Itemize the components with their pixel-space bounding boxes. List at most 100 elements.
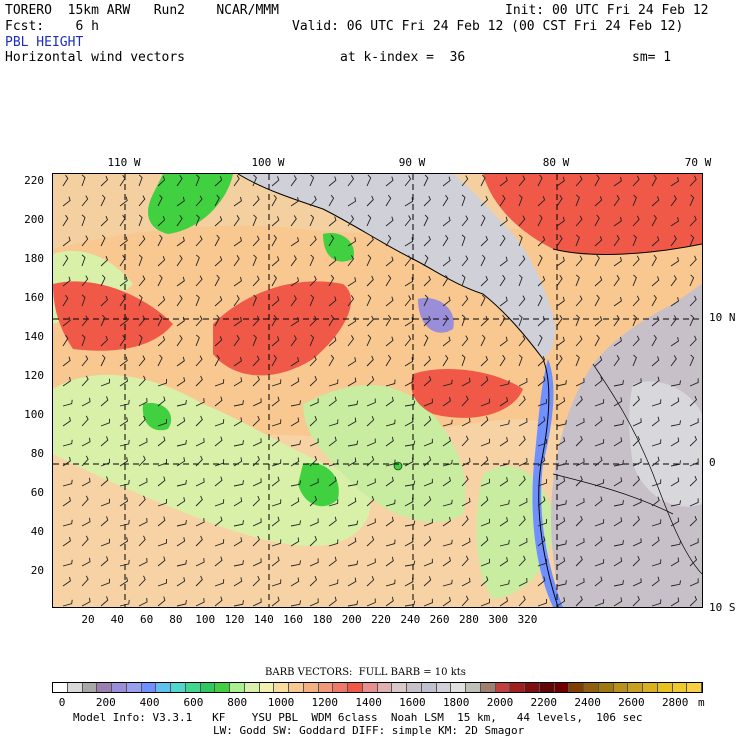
x-tick-label: 320: [512, 614, 544, 626]
colorbar-swatch: [156, 683, 171, 692]
barb-vector-note: BARB VECTORS: FULL BARB = 10 kts: [265, 667, 466, 679]
x-tick-label: 160: [277, 614, 309, 626]
y-tick-label: 80: [16, 448, 44, 460]
colorbar-swatch: [171, 683, 186, 692]
x-tick-label: 80: [160, 614, 192, 626]
y-tick-label: 140: [16, 331, 44, 343]
x-tick-label: 60: [131, 614, 163, 626]
colorbar-tick-label: 1800: [436, 697, 476, 709]
lon-label: 80 W: [534, 157, 578, 169]
colorbar-swatch: [333, 683, 348, 692]
colorbar-tick-label: 0: [42, 697, 82, 709]
colorbar-tick-label: 2000: [480, 697, 520, 709]
x-tick-label: 240: [394, 614, 426, 626]
lon-label: 110 W: [102, 157, 146, 169]
colorbar-swatch: [614, 683, 629, 692]
colorbar-swatch: [201, 683, 216, 692]
colorbar-swatch: [599, 683, 614, 692]
colorbar-swatch: [319, 683, 334, 692]
y-tick-label: 100: [16, 409, 44, 421]
colorbar-tick-label: 1200: [305, 697, 345, 709]
colorbar-swatch: [127, 683, 142, 692]
y-tick-label: 20: [16, 565, 44, 577]
field-name: PBL HEIGHT: [5, 36, 83, 50]
colorbar-tick-label: 1400: [349, 697, 389, 709]
colorbar-swatch: [274, 683, 289, 692]
physics-info: LW: Godd SW: Goddard DIFF: simple KM: 2D…: [213, 725, 524, 737]
colorbar: [52, 682, 703, 693]
colorbar-swatch: [245, 683, 260, 692]
colorbar-swatch: [142, 683, 157, 692]
colorbar-tick-label: 200: [86, 697, 126, 709]
lat-label: 10 N: [709, 312, 736, 324]
y-tick-label: 220: [16, 175, 44, 187]
y-tick-label: 160: [16, 292, 44, 304]
colorbar-swatch: [628, 683, 643, 692]
colorbar-swatch: [348, 683, 363, 692]
x-tick-label: 100: [189, 614, 221, 626]
k-index-label: at k-index = 36: [340, 51, 465, 65]
y-tick-label: 200: [16, 214, 44, 226]
colorbar-swatch: [673, 683, 688, 692]
colorbar-tick-label: 400: [130, 697, 170, 709]
colorbar-swatch: [97, 683, 112, 692]
colorbar-tick-label: 2200: [524, 697, 564, 709]
forecast-hour: Fcst: 6 h: [5, 20, 99, 34]
lon-label: 100 W: [246, 157, 290, 169]
colorbar-swatch: [466, 683, 481, 692]
colorbar-swatch: [215, 683, 230, 692]
colorbar-swatch: [540, 683, 555, 692]
vector-description: Horizontal wind vectors: [5, 51, 185, 65]
colorbar-swatch: [112, 683, 127, 692]
colorbar-swatch: [687, 683, 702, 692]
lat-label: 0: [709, 457, 716, 469]
colorbar-tick-label: 1600: [392, 697, 432, 709]
x-tick-label: 180: [306, 614, 338, 626]
colorbar-swatch: [658, 683, 673, 692]
model-info: Model Info: V3.3.1 KF YSU PBL WDM 6class…: [73, 712, 643, 724]
colorbar-swatch: [555, 683, 570, 692]
colorbar-swatch: [525, 683, 540, 692]
x-tick-label: 280: [453, 614, 485, 626]
colorbar-swatch: [569, 683, 584, 692]
y-tick-label: 40: [16, 526, 44, 538]
colorbar-swatch: [378, 683, 393, 692]
colorbar-tick-label: 800: [217, 697, 257, 709]
x-tick-label: 20: [72, 614, 104, 626]
colorbar-tick-label: 2800: [655, 697, 695, 709]
y-tick-label: 180: [16, 253, 44, 265]
colorbar-swatch: [83, 683, 98, 692]
colorbar-swatch: [186, 683, 201, 692]
colorbar-swatch: [422, 683, 437, 692]
pbl-height-map: [52, 173, 703, 608]
colorbar-swatch: [392, 683, 407, 692]
colorbar-swatch: [304, 683, 319, 692]
y-tick-label: 60: [16, 487, 44, 499]
colorbar-swatch: [510, 683, 525, 692]
x-tick-label: 260: [424, 614, 456, 626]
smoothing-label: sm= 1: [632, 51, 671, 65]
colorbar-tick-label: 600: [173, 697, 213, 709]
lon-label: 70 W: [676, 157, 720, 169]
colorbar-tick-label: 2600: [611, 697, 651, 709]
colorbar-swatch: [289, 683, 304, 692]
lat-label: 10 S: [709, 602, 736, 614]
colorbar-swatch: [407, 683, 422, 692]
colorbar-tick-label: 2400: [568, 697, 608, 709]
colorbar-swatch: [363, 683, 378, 692]
lon-label: 90 W: [390, 157, 434, 169]
colorbar-unit: m: [698, 697, 705, 709]
init-time: Init: 00 UTC Fri 24 Feb 12: [505, 4, 709, 18]
colorbar-swatch: [584, 683, 599, 692]
colorbar-swatch: [451, 683, 466, 692]
colorbar-swatch: [481, 683, 496, 692]
map-canvas: [53, 174, 702, 607]
colorbar-swatch: [643, 683, 658, 692]
galapagos-islands: [394, 462, 402, 470]
x-tick-label: 120: [219, 614, 251, 626]
valid-time: Valid: 06 UTC Fri 24 Feb 12 (00 CST Fri …: [292, 20, 683, 34]
x-tick-label: 220: [365, 614, 397, 626]
colorbar-swatch: [496, 683, 511, 692]
x-tick-label: 200: [336, 614, 368, 626]
x-tick-label: 140: [248, 614, 280, 626]
